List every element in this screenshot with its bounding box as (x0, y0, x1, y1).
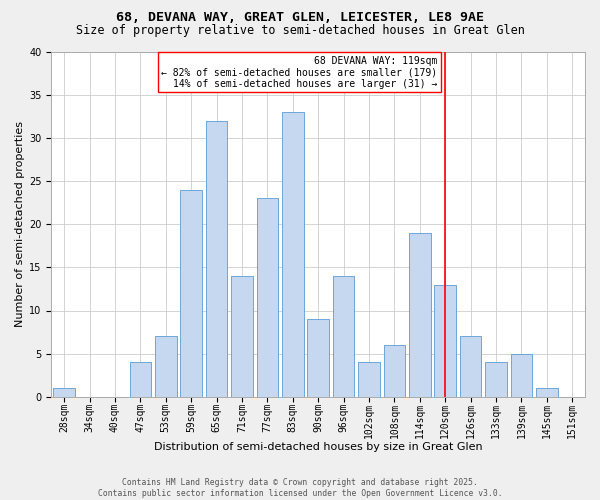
Bar (383, 345, 405, 397)
Text: 68 DEVANA WAY: 119sqm
← 82% of semi-detached houses are smaller (179)
14% of sem: 68 DEVANA WAY: 119sqm ← 82% of semi-deta… (161, 56, 437, 89)
Bar (130, 362, 151, 397)
Bar (460, 336, 481, 397)
Bar (409, 233, 431, 397)
Bar (485, 362, 507, 397)
Bar (511, 354, 532, 397)
Bar (257, 198, 278, 397)
Bar (536, 388, 557, 397)
Text: Contains HM Land Registry data © Crown copyright and database right 2025.
Contai: Contains HM Land Registry data © Crown c… (98, 478, 502, 498)
Bar (181, 190, 202, 397)
Bar (231, 276, 253, 397)
Bar (333, 276, 355, 397)
Bar (307, 319, 329, 397)
Y-axis label: Number of semi-detached properties: Number of semi-detached properties (15, 121, 25, 327)
Bar (155, 336, 176, 397)
Bar (282, 112, 304, 397)
Bar (358, 362, 380, 397)
Bar (206, 120, 227, 397)
Text: Size of property relative to semi-detached houses in Great Glen: Size of property relative to semi-detach… (76, 24, 524, 37)
Text: 68, DEVANA WAY, GREAT GLEN, LEICESTER, LE8 9AE: 68, DEVANA WAY, GREAT GLEN, LEICESTER, L… (116, 11, 484, 24)
X-axis label: Distribution of semi-detached houses by size in Great Glen: Distribution of semi-detached houses by … (154, 442, 482, 452)
Bar (434, 284, 456, 397)
Bar (53, 388, 75, 397)
